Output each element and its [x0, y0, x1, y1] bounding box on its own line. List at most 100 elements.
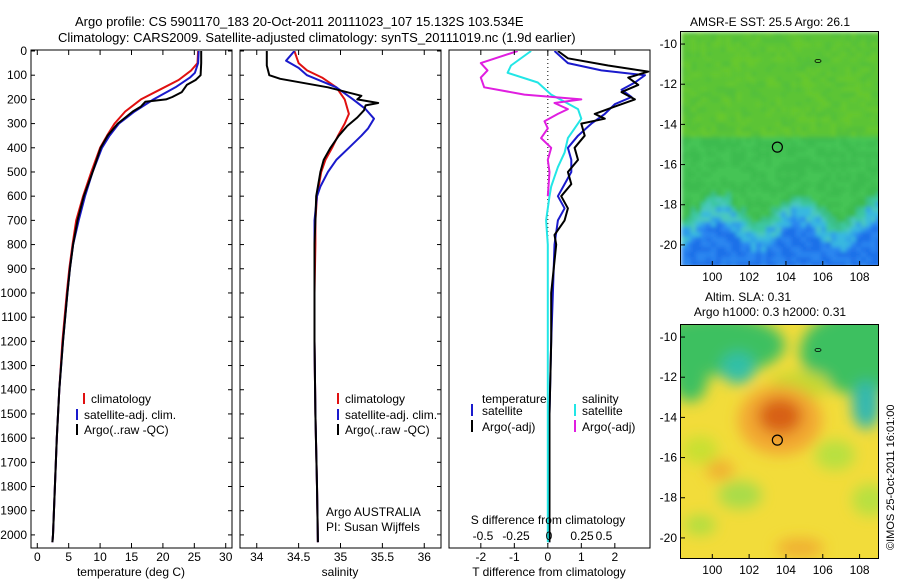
sst-cell	[856, 127, 862, 133]
sst-cell	[786, 212, 792, 218]
sst-cell	[851, 182, 857, 188]
sst-cell	[706, 162, 712, 168]
sst-cell	[776, 72, 782, 78]
sst-cell	[871, 57, 877, 63]
sst-cell	[751, 227, 757, 233]
sst-cell	[691, 62, 697, 68]
sst-cell	[686, 57, 692, 63]
sst-cell	[811, 257, 817, 263]
sst-cell	[686, 147, 692, 153]
series-line-salinity-argo-adj	[479, 51, 583, 197]
sst-cell	[726, 77, 732, 83]
sst-cell	[801, 242, 807, 248]
sst-cell	[826, 217, 832, 223]
sst-cell	[841, 127, 847, 133]
sst-cell	[806, 157, 812, 163]
sst-map-panel: AMSR-E SST: 25.5 Argo: 26.1 100 102 104 106…	[660, 15, 879, 284]
sst-cell	[781, 192, 787, 198]
sst-cell	[776, 187, 782, 193]
sst-cell	[681, 137, 687, 143]
sst-cell	[856, 157, 862, 163]
sst-cell	[831, 37, 837, 43]
sst-cell	[806, 57, 812, 63]
sst-cell	[871, 262, 877, 265]
sla-cyan-core-east	[852, 381, 878, 429]
sst-cell	[806, 247, 812, 253]
sst-cell	[691, 182, 697, 188]
sst-cell	[836, 67, 842, 73]
sst-cell	[826, 137, 832, 143]
sst-cell	[701, 212, 707, 218]
sst-cell	[871, 112, 877, 118]
sst-cell	[756, 47, 762, 53]
sst-cell	[726, 147, 732, 153]
sst-cell	[796, 257, 802, 263]
sst-cell	[731, 242, 737, 248]
sst-cell	[696, 212, 702, 218]
sst-cell	[716, 57, 722, 63]
sst-cell	[741, 62, 747, 68]
sst-cell	[846, 102, 852, 108]
sst-cell	[746, 167, 752, 173]
sst-cell	[766, 92, 772, 98]
sla-cyan-core	[721, 352, 755, 384]
sst-cell	[856, 187, 862, 193]
sst-cell	[776, 202, 782, 208]
sst-cell	[716, 152, 722, 158]
sst-cell	[851, 227, 857, 233]
sst-cell	[861, 62, 867, 68]
sst-cell	[766, 97, 772, 103]
sst-cell	[781, 222, 787, 228]
sst-cell	[801, 152, 807, 158]
sst-cell	[731, 47, 737, 53]
sst-cell	[701, 42, 707, 48]
sst-cell	[836, 262, 842, 265]
sst-cell	[781, 232, 787, 238]
sst-cell	[716, 77, 722, 83]
sst-cell	[786, 107, 792, 113]
sst-cell	[831, 212, 837, 218]
sst-cell	[691, 72, 697, 78]
sst-cell	[796, 137, 802, 143]
sst-cell	[871, 167, 877, 173]
sst-cell	[681, 97, 687, 103]
sst-cell	[761, 47, 767, 53]
sst-cell	[826, 172, 832, 178]
sst-cell	[756, 87, 762, 93]
sst-cell	[811, 202, 817, 208]
sst-cell	[866, 187, 872, 193]
sst-cell	[756, 57, 762, 63]
sst-cell	[811, 42, 817, 48]
sst-cell	[706, 197, 712, 203]
sst-cell	[721, 77, 727, 83]
sst-cell	[856, 152, 862, 158]
legend-label-argo: Argo(..raw -QC)	[345, 423, 430, 437]
sst-cell	[691, 197, 697, 203]
sst-cell	[766, 132, 772, 138]
sst-cell	[721, 92, 727, 98]
sst-cell	[856, 257, 862, 263]
sst-cell	[786, 127, 792, 133]
sla-field-blobs	[681, 325, 878, 558]
sst-cell	[756, 257, 762, 263]
sst-cell	[811, 212, 817, 218]
sst-cell	[756, 77, 762, 83]
sst-cell	[776, 232, 782, 238]
sst-cell	[816, 262, 822, 265]
sst-cell	[876, 47, 878, 53]
sst-cell	[706, 132, 712, 138]
sst-cell	[851, 242, 857, 248]
sst-cell	[811, 137, 817, 143]
sst-cell	[726, 202, 732, 208]
sst-cell	[831, 202, 837, 208]
salinity-x-ticks: 34 34.5 35 35.5 36	[250, 50, 431, 564]
sst-cell	[841, 202, 847, 208]
sst-cell	[861, 47, 867, 53]
sst-cell	[851, 247, 857, 253]
sst-cell	[831, 242, 837, 248]
sst-cell	[721, 172, 727, 178]
sst-cell	[826, 97, 832, 103]
x-tick-label: 30	[219, 550, 233, 564]
sst-cell	[871, 67, 877, 73]
sst-cell	[776, 42, 782, 48]
